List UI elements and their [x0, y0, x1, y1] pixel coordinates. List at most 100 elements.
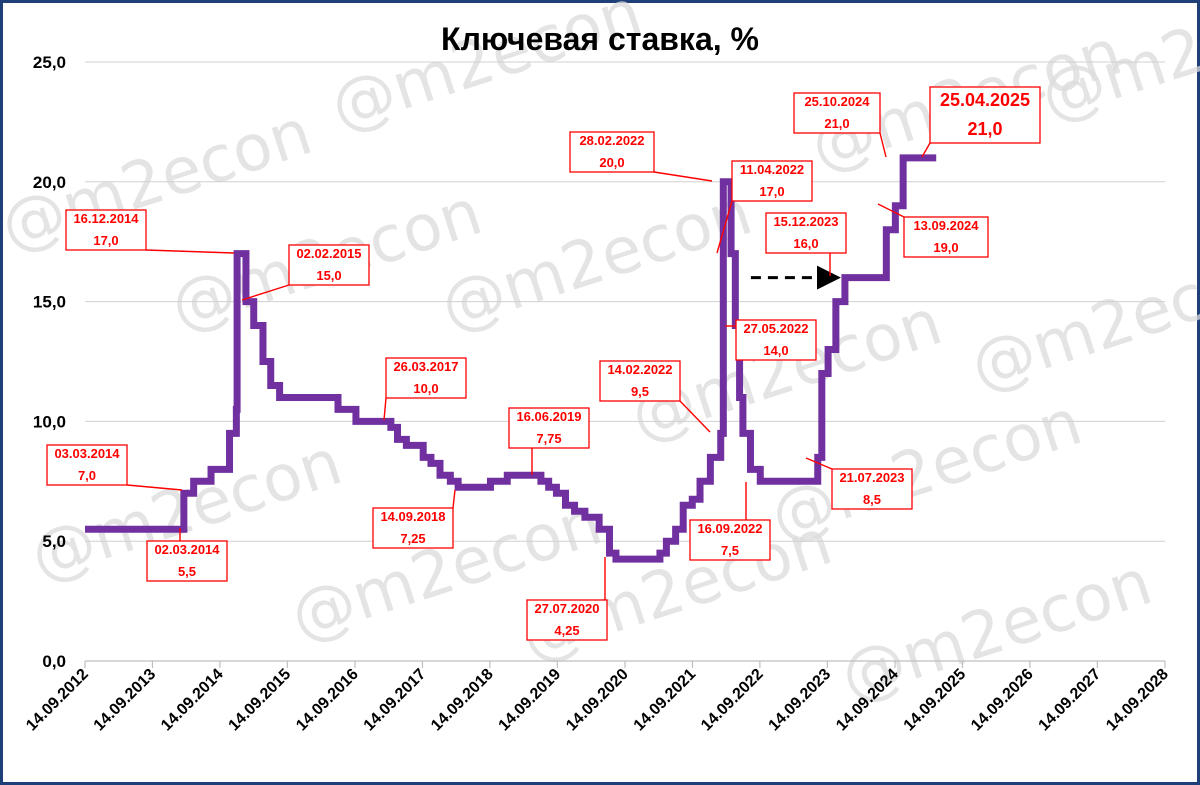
- x-tick-label: 14.09.2022: [698, 666, 767, 735]
- annotation-value: 17,0: [759, 184, 784, 199]
- annotation-box: [146, 540, 228, 582]
- annotation-callout: 02.02.2015 15,0: [241, 244, 370, 301]
- annotation-value: 17,0: [93, 233, 118, 248]
- annotation-date: 16.06.2019: [516, 409, 581, 424]
- annotation-date: 27.07.2020: [534, 601, 599, 616]
- annotation-box: [508, 407, 590, 449]
- x-tick-label: 14.09.2019: [496, 666, 565, 735]
- x-tick-label: 14.09.2014: [158, 666, 227, 735]
- annotation-leader: [241, 284, 290, 301]
- annotation-value: 15,0: [316, 268, 341, 283]
- annotation-date: 16.09.2022: [697, 521, 762, 536]
- annotation-value: 7,0: [78, 468, 96, 483]
- annotation-value: 7,5: [721, 543, 739, 558]
- y-tick-label: 25,0: [33, 53, 66, 72]
- annotation-box: [599, 360, 681, 402]
- annotation-value: 10,0: [413, 381, 438, 396]
- annotation-value: 4,25: [554, 623, 579, 638]
- annotation-value: 16,0: [793, 236, 818, 251]
- annotation-callout: 13.09.2024 19,0: [877, 203, 989, 258]
- annotation-value: 7,75: [536, 431, 561, 446]
- annotation-date: 25.04.2025: [940, 90, 1030, 110]
- annotation-value: 7,25: [400, 531, 425, 546]
- annotation-date: 14.02.2022: [607, 362, 672, 377]
- annotation-value: 21,0: [967, 119, 1002, 139]
- annotation-date: 25.10.2024: [804, 94, 870, 109]
- x-tick-label: 14.09.2021: [631, 666, 700, 735]
- annotation-date: 14.09.2018: [380, 509, 445, 524]
- watermark-text: @m2econ: [962, 236, 1200, 406]
- annotation-box: [929, 86, 1041, 144]
- annotation-box: [831, 468, 913, 510]
- annotation-callout: 27.07.2020 4,25: [526, 557, 608, 641]
- annotation-leader: [805, 457, 833, 470]
- annotation-callout: 11.04.2022 17,0: [716, 160, 813, 254]
- x-tick-label: 14.09.2020: [563, 666, 632, 735]
- annotation-box: [731, 160, 813, 202]
- annotation-box: [793, 92, 881, 134]
- annotation-box: [288, 244, 370, 286]
- annotation-box: [385, 357, 467, 399]
- key-rate-line: [85, 154, 937, 563]
- annotation-date: 11.04.2022: [740, 162, 804, 177]
- annotation-value: 14,0: [763, 343, 788, 358]
- annotation-leader: [452, 489, 456, 509]
- annotation-leader: [383, 397, 387, 421]
- annotation-leader: [716, 200, 733, 254]
- x-tick-label: 14.09.2027: [1036, 666, 1105, 735]
- annotation-box: [526, 599, 608, 641]
- x-tick-label: 14.09.2023: [766, 666, 835, 735]
- annotation-value: 21,0: [824, 116, 849, 131]
- annotation-value: 19,0: [933, 240, 958, 255]
- annotation-date: 02.02.2015: [296, 246, 361, 261]
- grid-layer: [85, 61, 1165, 542]
- annotation-leader: [679, 400, 711, 433]
- annotation-date: 15.12.2023: [773, 214, 838, 229]
- x-tick-label: 14.09.2015: [226, 666, 295, 735]
- annotation-leader: [921, 142, 931, 158]
- annotation-box: [735, 319, 817, 361]
- annotation-box: [569, 131, 655, 173]
- x-tick-label: 14.09.2013: [91, 666, 160, 735]
- annotation-date: 02.03.2014: [154, 542, 220, 557]
- y-tick-label: 15,0: [33, 293, 66, 312]
- annotation-box: [65, 209, 147, 251]
- annotation-box: [46, 444, 128, 486]
- annotation-value: 5,5: [178, 564, 196, 579]
- annotation-box: [765, 212, 847, 254]
- annotation-value: 8,5: [863, 492, 881, 507]
- series-layer: [85, 154, 937, 563]
- annotation-callout: 03.03.2014 7,0: [46, 444, 183, 491]
- annotation-callout: 16.06.2019 7,75: [508, 407, 590, 475]
- y-tick-label: 10,0: [33, 412, 66, 431]
- annotation-callout: 26.03.2017 10,0: [383, 357, 467, 421]
- annotation-callout: 16.09.2022 7,5: [689, 482, 771, 561]
- watermark-text: @m2econ: [762, 386, 1090, 556]
- annotation-callout: 28.02.2022 20,0: [569, 131, 713, 182]
- y-tick-label: 20,0: [33, 173, 66, 192]
- annotation-callout: 27.05.2022 14,0: [725, 319, 817, 361]
- x-tick-label: 14.09.2016: [293, 666, 362, 735]
- x-tick-label: 14.09.2028: [1103, 666, 1172, 735]
- annotation-leader: [145, 249, 235, 254]
- annotation-date: 27.05.2022: [743, 321, 808, 336]
- annotation-date: 16.12.2014: [73, 211, 139, 226]
- annotation-callout: 02.03.2014 5,5: [146, 528, 228, 582]
- annotation-box: [903, 216, 989, 258]
- watermark-text: @m2econ: [432, 176, 760, 346]
- annotation-layer: 03.03.2014 7,0 02.03.2014 5,5 16.12.2014 17,0…: [46, 86, 1041, 641]
- y-tick-label: 5,0: [42, 532, 66, 551]
- annotation-box: [689, 519, 771, 561]
- annotation-date: 13.09.2024: [913, 218, 979, 233]
- watermark-text: @m2econ: [1032, 0, 1200, 135]
- annotation-callout: 14.09.2018 7,25: [372, 489, 456, 549]
- annotation-date: 26.03.2017: [393, 359, 458, 374]
- x-tick-label: 14.09.2026: [968, 666, 1037, 735]
- x-tick-label: 14.09.2017: [361, 666, 430, 735]
- annotation-callout: 14.02.2022 9,5: [599, 360, 711, 433]
- annotation-callout: 25.04.2025 21,0: [921, 86, 1041, 158]
- y-tick-label: 0,0: [42, 652, 66, 671]
- x-tick-label: 14.09.2012: [23, 666, 92, 735]
- x-tick-label: 14.09.2018: [428, 666, 497, 735]
